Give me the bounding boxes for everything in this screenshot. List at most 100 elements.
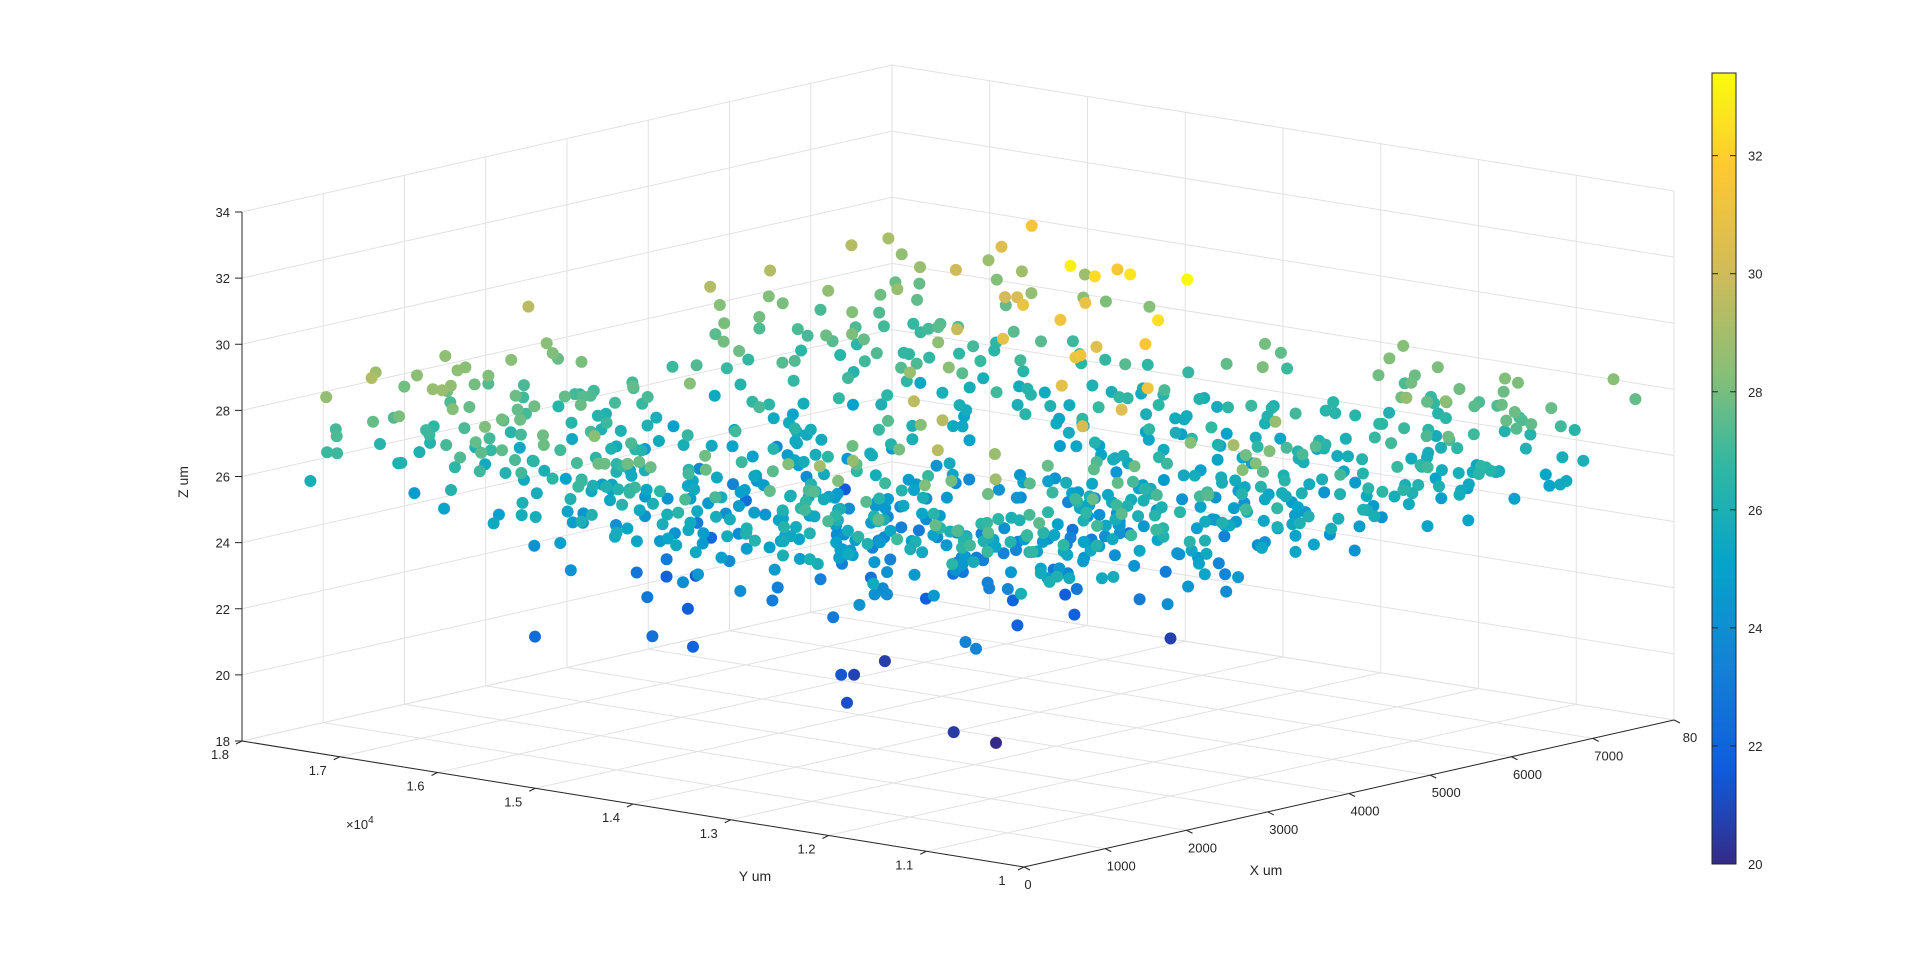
scatter-point [479, 420, 491, 433]
scatter-point [1431, 361, 1444, 374]
scatter-point [847, 398, 859, 411]
scatter-point [1005, 566, 1017, 579]
scatter-point [1607, 373, 1620, 386]
scatter-point [1629, 393, 1642, 406]
scatter-point [641, 591, 654, 604]
scatter-point [511, 403, 524, 416]
scatter-point [708, 389, 721, 402]
scatter-point [1356, 453, 1369, 466]
scatter-point [485, 444, 497, 457]
scatter-point [922, 470, 935, 482]
scatter-point [858, 355, 871, 368]
scatter-point [679, 493, 692, 506]
scatter-point [1128, 460, 1141, 473]
scatter-point [727, 478, 739, 491]
scatter-point [1357, 503, 1370, 516]
scatter-point [932, 336, 945, 349]
scatter-point [612, 483, 625, 496]
scatter-point [496, 444, 508, 457]
y-tick-mark [920, 850, 927, 855]
scatter-point [647, 497, 659, 510]
z-tick-label: 30 [216, 337, 230, 352]
scatter-point [1193, 393, 1206, 405]
z-tick-label: 28 [216, 403, 230, 418]
scatter-point [426, 383, 439, 396]
scatter-point [1070, 440, 1083, 453]
scatter-point [1554, 478, 1567, 491]
x-tick-mark [1592, 737, 1599, 742]
scatter-point [897, 346, 910, 359]
scatter-point [795, 344, 808, 357]
scatter-point [1525, 418, 1538, 431]
scatter-point [803, 527, 816, 540]
scatter-point [1096, 572, 1108, 585]
scatter-point [884, 553, 897, 566]
scatter-point [1257, 514, 1270, 527]
scatter-point [564, 564, 577, 577]
scatter-point [688, 483, 701, 496]
scatter-point [605, 442, 618, 455]
scatter-point [1318, 486, 1331, 499]
scatter-point [1046, 486, 1059, 499]
scatter-point [1077, 535, 1090, 548]
x-tick-mark [1267, 811, 1274, 816]
scatter-point [321, 446, 334, 459]
scatter-point [630, 535, 643, 548]
scatter-point [1006, 594, 1019, 607]
scatter-point [904, 543, 917, 556]
scatter-point [1293, 517, 1306, 530]
scatter-point [1200, 547, 1213, 560]
scatter-point [801, 329, 814, 342]
scatter-point [911, 293, 924, 306]
scatter-point [942, 361, 955, 374]
x-tick-mark [1105, 848, 1112, 853]
scatter-point [487, 517, 500, 530]
scatter-point [1405, 376, 1418, 389]
scatter-point [621, 522, 634, 535]
scatter-point [1141, 358, 1154, 371]
scatter-point [956, 367, 969, 380]
scatter-point [1212, 557, 1225, 570]
scatter-point [1524, 428, 1537, 441]
scatter-point [908, 568, 921, 581]
scatter-point [833, 551, 846, 564]
scatter-point [1319, 404, 1332, 417]
scatter-point [1229, 474, 1242, 487]
scatter-point [640, 483, 653, 496]
scatter-point [718, 317, 731, 330]
scatter-point [793, 552, 806, 565]
x-tick-mark [1511, 756, 1518, 761]
scatter-point [1021, 529, 1034, 542]
scatter-point [1372, 369, 1385, 382]
scatter-point [1169, 412, 1182, 425]
scatter-point [1342, 450, 1354, 463]
scatter-point [1059, 588, 1072, 601]
scatter-point [1110, 499, 1123, 511]
scatter-point [1036, 535, 1049, 548]
scatter-point [1202, 489, 1215, 502]
scatter-point [641, 419, 654, 432]
scatter-point [1303, 478, 1316, 491]
scatter-point [1307, 538, 1320, 551]
scatter-point [660, 570, 673, 583]
scatter-point [331, 447, 344, 460]
scatter-point [699, 463, 712, 476]
scatter-point [1316, 473, 1329, 486]
scatter-point [872, 423, 885, 436]
scatter-point [1245, 399, 1258, 412]
scatter-point [808, 485, 821, 498]
scatter-point [692, 568, 704, 581]
scatter-point [763, 485, 776, 497]
scatter-point [931, 444, 944, 457]
scatter-point [1468, 400, 1481, 413]
scatter-point [1013, 514, 1026, 527]
scatter-point [572, 480, 585, 493]
scatter-point [1334, 468, 1347, 481]
scatter-point [473, 465, 486, 478]
scatter-point [873, 492, 886, 505]
scatter-point [1108, 549, 1121, 562]
scatter-point [554, 537, 567, 549]
colorbar-gradient [1711, 72, 1737, 865]
scatter-point [897, 499, 910, 512]
scatter-point [445, 484, 457, 496]
